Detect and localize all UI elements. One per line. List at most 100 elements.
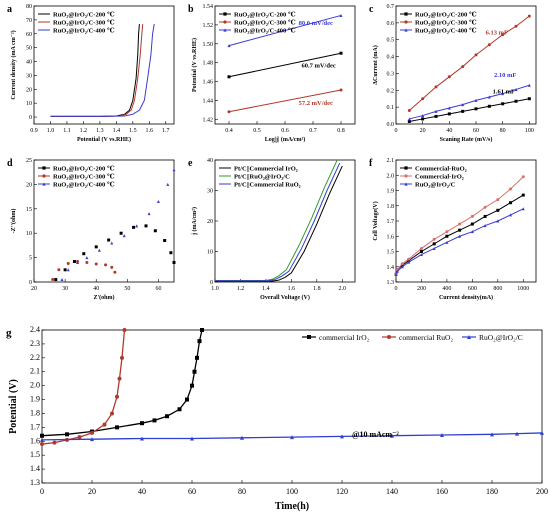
- y-tick-label: 70: [26, 18, 32, 24]
- data-point: [94, 245, 98, 249]
- series-line-3: [41, 432, 543, 441]
- data-point: [400, 265, 404, 269]
- y-axis-label: Cell Voltage(V): [372, 201, 379, 240]
- x-tick-label: 1.6: [288, 286, 296, 292]
- plot-frame: [395, 5, 537, 125]
- data-point: [113, 270, 117, 274]
- legend-marker: [404, 174, 408, 178]
- panel-letter-e: e: [188, 158, 193, 169]
- data-point: [51, 278, 55, 282]
- y-axis-label: Current density (mA cm⁻²): [10, 30, 17, 99]
- data-point: [514, 99, 518, 103]
- data-point: [461, 109, 465, 113]
- data-point: [483, 224, 487, 228]
- x-tick-label: 200: [417, 286, 426, 292]
- y-tick-label: 1.6: [30, 436, 40, 445]
- series-line-1: [228, 52, 342, 78]
- data-point: [487, 95, 491, 99]
- data-point: [190, 436, 194, 441]
- y-tick-label: 0.0: [387, 122, 395, 128]
- y-tick-label: 0: [210, 280, 213, 286]
- data-point: [63, 268, 67, 272]
- data-point: [94, 262, 98, 266]
- chart-panel-g: g 0 20 40 60 80 100 120 140 160 180 200 1.3 1.4 1.5 1.6…: [6, 325, 548, 512]
- series-line-2: [215, 159, 338, 281]
- data-point: [432, 242, 436, 246]
- y-tick-label: 1.4: [387, 265, 395, 271]
- y-tick-label: 2.2: [30, 353, 40, 362]
- legend-label: RuO₂@IrO₂/C-200 ℃: [53, 165, 115, 173]
- data-point: [195, 355, 199, 360]
- y-tick-label: 1.48: [203, 61, 214, 67]
- y-tick-label: 0.5: [387, 38, 395, 44]
- data-point: [483, 214, 487, 218]
- series-line-3: [215, 162, 341, 282]
- y-tick-label: 1.5: [387, 250, 395, 256]
- x-tick-label: 140: [386, 487, 398, 496]
- data-point: [521, 175, 525, 179]
- data-point: [540, 430, 544, 435]
- y-tick-label: 2.0: [387, 173, 395, 179]
- data-point: [458, 228, 462, 232]
- y-tick-label: 2.4: [30, 325, 40, 334]
- data-point: [447, 106, 451, 110]
- data-point: [483, 205, 487, 209]
- data-point: [163, 239, 167, 243]
- legend-label: RuO₂@IrO₂/C-400 ℃: [53, 181, 115, 189]
- panel-letter-g: g: [6, 327, 12, 339]
- chart-panel-c: c 0 20 40 60 80 100 0.0 0.1 0.2 0.3 0.4 0.5 0.6 0.7 Sca…: [369, 4, 537, 143]
- data-point: [77, 435, 82, 440]
- panel-letter-d: d: [7, 158, 13, 169]
- y-tick-label: 10: [26, 101, 32, 107]
- data-point: [240, 435, 244, 440]
- legend-label: commercial IrO₂: [319, 333, 370, 342]
- x-tick-label: 100: [525, 128, 534, 134]
- panel-letter-f: f: [369, 158, 373, 169]
- series-line-1: [215, 165, 343, 282]
- chart-panel-d: d 20 30 40 50 60 0 5 10 15 20 25 Z'(ohm) -Z''(ohm) RuO…: [7, 158, 176, 301]
- y-tick-label: 40: [26, 60, 32, 66]
- x-tick-label: 120: [336, 487, 348, 496]
- data-point: [200, 328, 204, 332]
- series-line-2: [409, 15, 530, 111]
- y-tick-label: 1.5: [30, 450, 40, 459]
- legend-marker: [307, 335, 311, 339]
- data-point: [152, 418, 157, 423]
- y-tick-label: 1.46: [203, 80, 214, 86]
- panel-letter-a: a: [7, 4, 12, 15]
- legend-label: RuO₂@IrO₂/C-300 ℃: [53, 173, 115, 181]
- x-tick-label: 0.8: [337, 128, 345, 134]
- data-point: [521, 193, 525, 197]
- x-tick-label: 1.1: [63, 128, 71, 134]
- annotation: 57.2 mV/dec: [299, 100, 333, 107]
- y-tick-label: 2.0: [30, 381, 40, 390]
- data-point: [197, 339, 202, 344]
- data-point: [66, 268, 70, 272]
- y-tick-label: 10: [26, 231, 32, 237]
- x-tick-label: 180: [486, 487, 498, 496]
- x-tick-label: 30: [62, 286, 68, 292]
- data-point: [140, 436, 144, 441]
- y-tick-label: 0.3: [387, 71, 395, 77]
- x-tick-label: 100: [286, 487, 298, 496]
- y-tick-label: 1.3: [30, 478, 40, 487]
- y-tick-label: 1.44: [203, 98, 214, 104]
- x-tick-label: 1.5: [129, 128, 137, 134]
- y-axis-label: Potential (V): [8, 379, 19, 434]
- data-point: [172, 168, 176, 172]
- data-point: [407, 117, 411, 121]
- y-tick-label: 1.54: [203, 4, 214, 10]
- y-tick-label: 50: [26, 46, 32, 52]
- data-point: [421, 97, 425, 101]
- legend-marker: [42, 174, 46, 178]
- x-tick-label: 2.0: [339, 286, 347, 292]
- data-point: [85, 260, 89, 264]
- x-tick-label: 1.0: [211, 286, 219, 292]
- data-point: [140, 421, 144, 426]
- x-tick-label: 0: [40, 487, 44, 496]
- data-point: [40, 437, 44, 442]
- data-point: [501, 102, 505, 106]
- x-tick-label: 600: [468, 286, 477, 292]
- legend-marker: [42, 182, 46, 186]
